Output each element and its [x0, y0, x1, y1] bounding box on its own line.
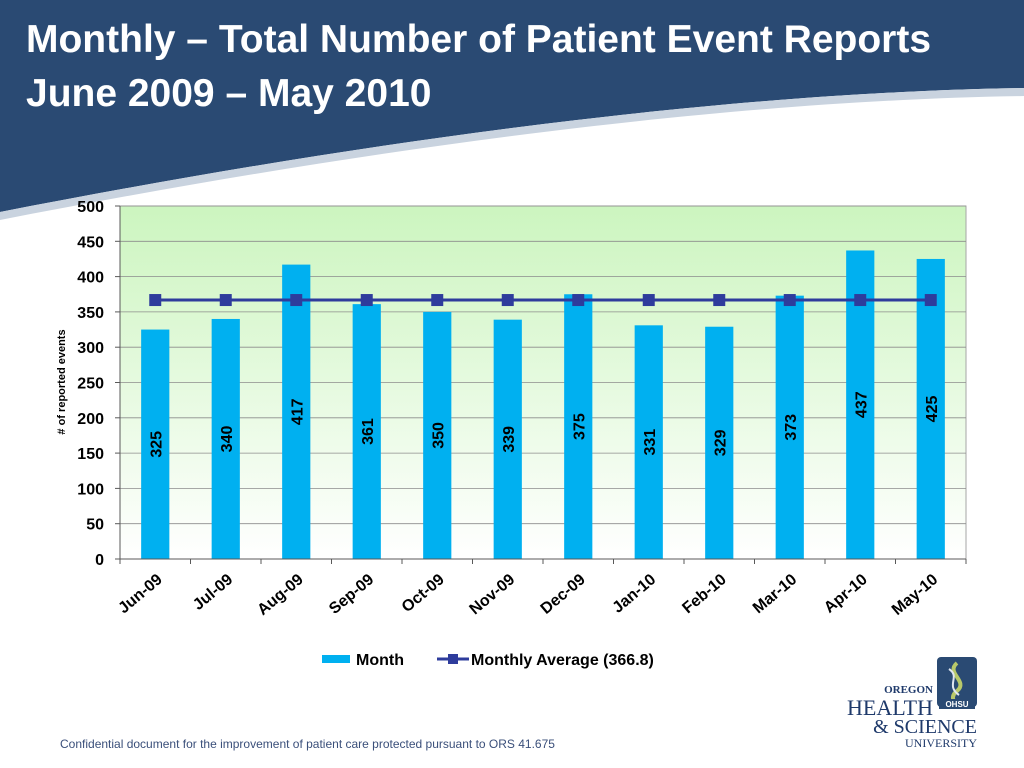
logo-badge-text: OHSU	[945, 700, 968, 709]
y-tick-label: 400	[77, 270, 104, 287]
bar	[423, 311, 452, 559]
y-tick-label: 0	[95, 552, 104, 569]
x-tick-label: Sep-09	[326, 571, 377, 618]
x-tick-label: Jan-10	[610, 571, 660, 617]
bar	[705, 326, 734, 559]
x-tick-label: Jul-09	[190, 571, 236, 614]
bar-value-label: 425	[924, 396, 941, 423]
bar	[141, 329, 170, 559]
bar	[352, 304, 381, 559]
average-marker	[431, 294, 444, 307]
average-marker	[219, 294, 232, 307]
bar-value-label: 375	[571, 413, 588, 440]
x-tick-label: Aug-09	[254, 571, 307, 619]
y-tick-label: 500	[77, 199, 104, 216]
y-tick-label: 450	[77, 234, 104, 251]
ohsu-logo: OHSU OREGON HEALTH & SCIENCE UNIVERSITY	[847, 657, 977, 750]
title-banner	[0, 0, 1024, 220]
logo-line-4: UNIVERSITY	[905, 736, 977, 750]
y-tick-label: 300	[77, 340, 104, 357]
gridlines	[120, 205, 966, 560]
bar	[493, 319, 522, 559]
average-line	[149, 294, 937, 307]
x-tick-label: Oct-09	[399, 571, 448, 616]
bar	[282, 264, 311, 559]
bar-value-label: 331	[642, 429, 659, 456]
x-tick-label: Apr-10	[821, 571, 871, 617]
average-marker	[290, 294, 303, 307]
y-tick-label: 200	[77, 411, 104, 428]
logo-line-2: HEALTH	[847, 695, 933, 720]
y-tick-label: 150	[77, 446, 104, 463]
average-marker	[854, 294, 867, 307]
average-marker	[924, 294, 937, 307]
bar-value-label: 329	[712, 429, 729, 456]
legend-label-average: Monthly Average (366.8)	[471, 652, 654, 669]
y-tick-label: 50	[86, 517, 104, 534]
average-marker	[572, 294, 585, 307]
slide-title: Monthly – Total Number of Patient Event …	[26, 18, 932, 61]
logo-line-3: & SCIENCE	[873, 716, 977, 738]
bar	[211, 318, 240, 559]
x-tick-label: Dec-09	[538, 571, 589, 618]
average-marker	[360, 294, 373, 307]
x-axis: Jun-09 Jul-09 Aug-09 Sep-09 Oct-09 Nov-09 Dec-…	[115, 558, 967, 619]
bar-chart: 325 340 417 361 350 339 375 331 329 373 437 425 0 50…	[56, 199, 967, 669]
ohsu-emblem-icon: OHSU	[937, 657, 977, 709]
y-tick-label: 250	[77, 376, 104, 393]
legend-swatch-month	[322, 655, 350, 663]
bar-value-label: 361	[360, 418, 377, 445]
bar-value-label: 340	[219, 426, 236, 453]
average-marker	[783, 294, 796, 307]
logo-line-1: OREGON	[884, 684, 933, 696]
x-tick-label: Jun-09	[115, 571, 166, 617]
x-tick-label: Mar-10	[750, 571, 801, 617]
average-marker	[713, 294, 726, 307]
bar	[564, 294, 593, 559]
confidentiality-note: Confidential document for the improvemen…	[60, 737, 555, 751]
average-marker	[501, 294, 514, 307]
legend-label-month: Month	[356, 652, 404, 669]
bar-value-label: 339	[501, 426, 518, 453]
slide-subtitle: June 2009 – May 2010	[26, 72, 432, 115]
bars: 325 340 417 361 350 339 375 331 329 373 437 425	[141, 250, 945, 559]
average-marker	[642, 294, 655, 307]
bar-value-label: 373	[783, 414, 800, 441]
bar-value-label: 325	[148, 431, 165, 458]
legend-swatch-average-marker	[448, 654, 458, 664]
bar	[916, 258, 945, 559]
y-tick-label: 100	[77, 481, 104, 498]
y-tick-label: 350	[77, 305, 104, 322]
bar	[634, 325, 663, 559]
legend: Month Monthly Average (366.8)	[322, 652, 654, 669]
y-axis: 0 50 100 150 200 250 300 350 400 450 500	[77, 199, 121, 569]
banner-shape	[0, 0, 1024, 212]
x-tick-label: Nov-09	[467, 571, 519, 618]
bar	[775, 295, 804, 559]
x-tick-label: May-10	[889, 571, 942, 619]
bar-value-label: 417	[289, 398, 306, 425]
bar-value-label: 437	[853, 391, 870, 418]
x-tick-label: Feb-10	[679, 571, 730, 617]
y-axis-label: # of reported events	[56, 329, 68, 434]
bar-value-label: 350	[430, 422, 447, 449]
average-marker	[149, 294, 162, 307]
